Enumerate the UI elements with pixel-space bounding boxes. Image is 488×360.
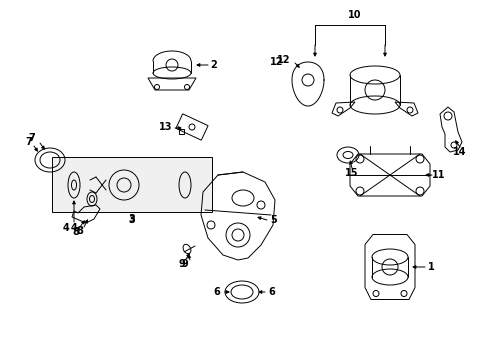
Text: 13: 13 — [158, 122, 172, 132]
Text: 3: 3 — [128, 214, 135, 224]
Bar — [179, 129, 183, 134]
Text: 3: 3 — [128, 215, 135, 225]
Text: 4: 4 — [62, 223, 69, 233]
Text: 5: 5 — [269, 215, 276, 225]
Bar — [52, 157, 212, 212]
Text: 14: 14 — [452, 147, 466, 157]
Text: 6: 6 — [267, 287, 274, 297]
Text: 7: 7 — [29, 133, 35, 143]
Text: 9: 9 — [181, 259, 188, 269]
Text: 6: 6 — [213, 287, 220, 297]
Text: 11: 11 — [431, 170, 445, 180]
Text: 7: 7 — [25, 137, 32, 147]
Text: 10: 10 — [347, 10, 361, 20]
Text: 8: 8 — [72, 227, 79, 237]
Text: 8: 8 — [77, 226, 83, 236]
Text: 12: 12 — [269, 57, 283, 67]
Text: 12: 12 — [276, 55, 289, 65]
Text: 4: 4 — [70, 223, 77, 233]
Text: 9: 9 — [178, 259, 185, 269]
Text: 2: 2 — [209, 60, 216, 70]
Text: 1: 1 — [427, 262, 434, 272]
Text: 15: 15 — [345, 168, 358, 178]
